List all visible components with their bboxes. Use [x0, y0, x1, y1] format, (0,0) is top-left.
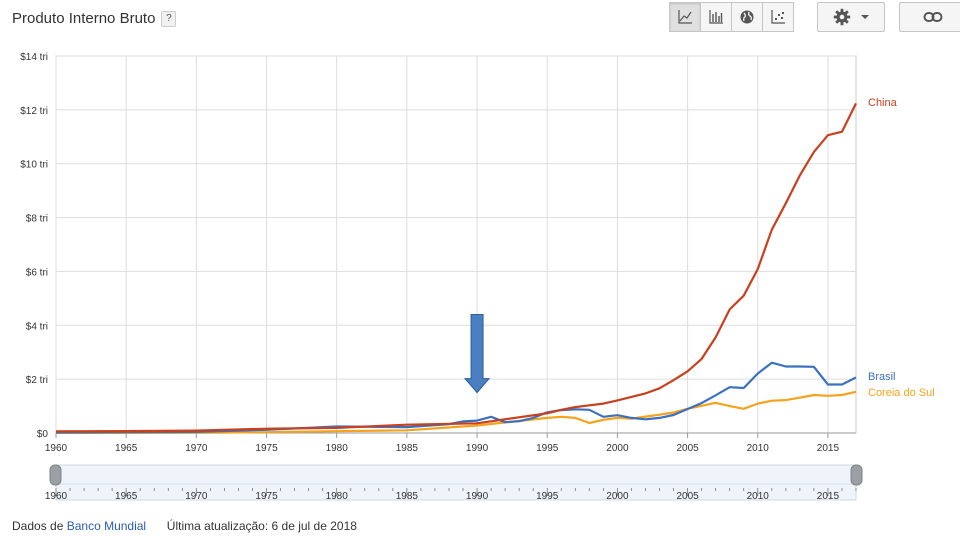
annotation — [463, 314, 491, 394]
y-tick-label: $14 tri — [20, 52, 48, 63]
footer: Dados de Banco Mundial Última atualizaçã… — [12, 519, 357, 533]
x-tick-label: 2005 — [676, 443, 699, 454]
range-slider-label: 1975 — [255, 491, 278, 502]
y-axis: $0 $2 tri $4 tri $6 tri $8 tri $10 tri $12 tri… — [20, 52, 48, 440]
globe-icon — [740, 10, 754, 24]
line-chart-icon — [678, 10, 692, 24]
bar-chart-icon — [709, 10, 723, 24]
chart-grid — [55, 55, 857, 434]
series-line-brasil[interactable] — [55, 361, 857, 434]
range-slider-label: 1990 — [466, 491, 489, 502]
x-tick-label: 1990 — [466, 443, 489, 454]
scatter-chart-icon — [771, 10, 785, 24]
scatter-chart-button[interactable] — [762, 2, 794, 32]
series-labels: China Brasil Coreia do Sul — [868, 97, 935, 399]
range-slider-label: 1970 — [185, 491, 208, 502]
last-updated: Última atualização: 6 de jul de 2018 — [166, 519, 357, 533]
bar-chart-button[interactable] — [700, 2, 732, 32]
y-tick-label: $0 — [37, 429, 49, 440]
x-tick-label: 2015 — [817, 443, 840, 454]
range-slider-label: 2015 — [817, 491, 840, 502]
range-slider: 1960 1965 1970 1975 1980 1985 1990 1995 2000 2005… — [45, 464, 863, 502]
source-link[interactable]: Banco Mundial — [66, 519, 147, 533]
gdp-line-chart: $0 $2 tri $4 tri $6 tri $8 tri $10 tri $12 tri… — [20, 52, 935, 502]
x-tick-label: 1975 — [255, 443, 278, 454]
range-slider-label: 1995 — [536, 491, 559, 502]
series-line-china[interactable] — [55, 102, 857, 433]
plot-frame — [55, 55, 857, 434]
range-slider-label: 2000 — [606, 491, 629, 502]
x-tick-label: 1970 — [185, 443, 208, 454]
chevron-down-icon — [861, 15, 869, 19]
title-bar: Produto Interno Bruto ? — [12, 10, 177, 27]
range-slider-label: 2010 — [747, 491, 770, 502]
x-tick-label: 1965 — [115, 443, 138, 454]
page-title: Produto Interno Bruto — [12, 10, 156, 27]
settings-menu-button[interactable] — [817, 2, 885, 32]
share-link-button[interactable] — [899, 2, 960, 32]
y-tick-label: $8 tri — [26, 214, 48, 225]
help-button[interactable]: ? — [161, 10, 177, 27]
range-slider-label: 1985 — [396, 491, 419, 502]
x-tick-label: 2000 — [606, 443, 629, 454]
series-label-china[interactable]: China — [868, 97, 898, 109]
x-axis: 1960 1965 1970 1975 1980 1985 1990 1995 2000 2005… — [45, 432, 856, 454]
y-tick-label: $4 tri — [26, 321, 48, 332]
series-lines — [55, 102, 857, 434]
chart-type-toolbar — [669, 2, 794, 32]
range-slider-label: 1980 — [326, 491, 349, 502]
series-line-coreia-do-sul[interactable] — [56, 390, 857, 434]
annotation-arrow — [463, 314, 491, 394]
range-slider-label: 1965 — [115, 491, 138, 502]
range-slider-handle-left[interactable] — [49, 464, 62, 486]
x-tick-label: 1960 — [45, 443, 68, 454]
gear-icon — [833, 8, 851, 26]
x-tick-label: 2010 — [747, 443, 770, 454]
range-slider-handle-right[interactable] — [850, 464, 863, 486]
series-label-coreia-do-sul[interactable]: Coreia do Sul — [868, 387, 935, 399]
y-tick-label: $10 tri — [20, 160, 48, 171]
y-tick-label: $12 tri — [20, 106, 48, 117]
y-tick-label: $2 tri — [26, 375, 48, 386]
x-tick-label: 1980 — [326, 443, 349, 454]
x-tick-label: 1985 — [396, 443, 419, 454]
range-slider-label: 1960 — [45, 491, 68, 502]
range-slider-label: 2005 — [676, 491, 699, 502]
link-icon — [923, 12, 943, 22]
source-prefix: Dados de — [12, 519, 64, 533]
x-tick-label: 1995 — [536, 443, 559, 454]
range-slider-track[interactable] — [55, 464, 857, 501]
y-tick-label: $6 tri — [26, 267, 48, 278]
series-label-brasil[interactable]: Brasil — [868, 371, 896, 383]
